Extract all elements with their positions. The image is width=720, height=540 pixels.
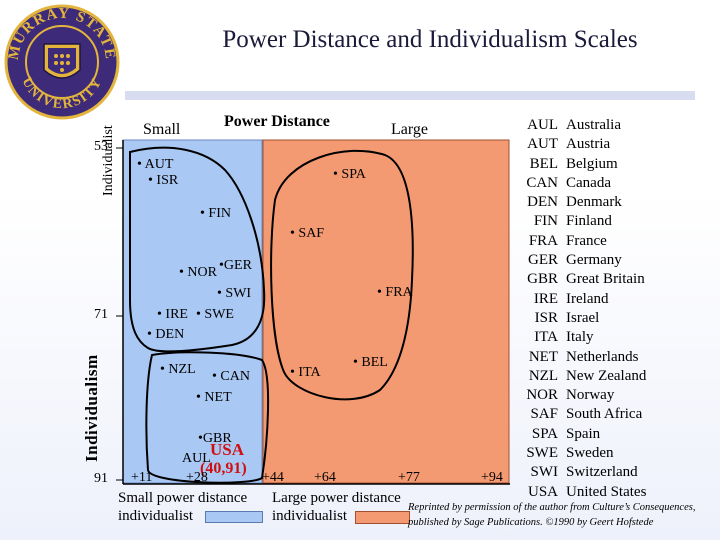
x-tick-label-44: +44 [262, 470, 284, 485]
y-tick-label-91: 91 [94, 471, 108, 486]
country-name-column: Australia Austria Belgium Canada Denmark Finl… [566, 116, 646, 502]
key-name-nzl: New Zealand [566, 367, 647, 384]
key-code-usa: USA [527, 483, 558, 500]
country-point-saf: • SAF [290, 226, 325, 241]
key-name-fra: France [566, 232, 607, 249]
small-power-distance-region [122, 139, 263, 484]
legend-large-power-distance: Large power distance individualist [272, 489, 401, 525]
key-code-saf: SAF [530, 406, 558, 423]
x-axis-title: Power Distance [224, 113, 330, 130]
country-point-aut: • AUT [137, 157, 174, 172]
country-point-ger: •GER [219, 258, 252, 273]
legend-small-line1: Small power distance [118, 490, 248, 506]
key-code-ger: GER [528, 252, 558, 269]
legend-small-power-distance: Small power distance individualist [118, 489, 247, 525]
y-tick-label-71: 71 [94, 307, 108, 322]
key-name-gbr: Great Britain [566, 271, 645, 288]
country-point-gbr: •GBR [198, 431, 232, 446]
key-name-nor: Norway [566, 387, 615, 404]
country-point-swe: • SWE [196, 307, 234, 322]
key-name-saf: South Africa [566, 406, 643, 423]
key-code-nor: NOR [526, 387, 558, 404]
country-point-aul: AUL [182, 451, 211, 466]
key-name-den: Denmark [566, 194, 622, 211]
country-point-ita: • ITA [290, 365, 321, 380]
key-code-ita: ITA [534, 329, 558, 346]
country-point-spa: • SPA [333, 167, 366, 182]
key-code-gbr: GBR [527, 271, 558, 288]
y-axis-individualist-label: Individualist [101, 125, 116, 196]
key-code-spa: SPA [531, 425, 558, 442]
x-tick-label-64: +64 [314, 470, 336, 485]
country-point-nzl: • NZL [160, 362, 196, 377]
key-name-isr: Israel [566, 309, 600, 326]
key-code-swi: SWI [530, 464, 559, 481]
usa-coordinate-label: (40,91) [200, 460, 247, 477]
country-point-den: • DEN [147, 327, 185, 342]
key-name-bel: Belgium [566, 155, 618, 172]
header-divider-bar [125, 91, 695, 100]
murray-state-seal-logo: MURRAY STATE UNIVERSITY [4, 4, 120, 120]
country-point-can: • CAN [212, 369, 250, 384]
country-code-column: AUL AUT BEL CAN DEN FIN FRA GER GBR IRE ISR ITA NET N… [518, 116, 558, 502]
small-pd-low-cluster-outline [145, 351, 270, 484]
key-code-den: DEN [527, 194, 558, 211]
country-point-net: • NET [196, 390, 232, 405]
key-code-isr: ISR [534, 309, 558, 326]
key-name-aut: Austria [566, 136, 611, 153]
key-code-fin: FIN [533, 213, 558, 230]
legend-large-swatch [355, 511, 410, 524]
key-name-usa: United States [566, 483, 647, 500]
key-code-aul: AUL [527, 117, 558, 133]
country-point-swi: • SWI [217, 286, 252, 301]
key-code-fra: FRA [528, 232, 558, 249]
key-name-swe: Sweden [566, 445, 614, 462]
key-name-ire: Ireland [566, 290, 609, 307]
x-tick-label-77: +77 [398, 470, 420, 485]
key-code-bel: BEL [529, 155, 558, 172]
key-name-fin: Finland [566, 213, 612, 230]
x-tick-label-28: +28 [186, 470, 208, 485]
page-title: Power Distance and Individualism Scales [222, 26, 638, 53]
legend-small-swatch [205, 511, 263, 523]
country-point-isr: • ISR [148, 173, 179, 188]
x-axis-small-label: Small [143, 121, 181, 138]
x-tick-label-94: +94 [481, 470, 503, 485]
x-tick-label-11: +11 [131, 470, 153, 485]
y-tick-label-53: 53 [94, 139, 108, 154]
large-power-distance-region [262, 139, 510, 484]
country-point-ire: • IRE [157, 307, 188, 322]
key-name-spa: Spain [566, 425, 601, 442]
reprint-credit: Reprinted by permission of the author fr… [408, 500, 695, 530]
y-tick-marks [116, 147, 123, 481]
legend-large-line1: Large power distance [272, 490, 401, 506]
key-code-ire: IRE [533, 290, 558, 307]
key-code-net: NET [528, 348, 558, 365]
country-point-nor: • NOR [179, 265, 217, 280]
country-point-usa: USA [210, 440, 245, 459]
key-name-net: Netherlands [566, 348, 639, 365]
key-name-ger: Germany [566, 252, 622, 269]
country-point-fin: • FIN [200, 206, 231, 221]
reprint-line2: published by Sage Publications. ©1990 by… [408, 517, 654, 528]
key-name-can: Canada [566, 174, 611, 191]
y-axis-title: Individualism [82, 354, 101, 462]
key-code-aut: AUT [527, 136, 558, 153]
key-name-aul: Australia [566, 117, 621, 133]
country-point-bel: • BEL [353, 355, 388, 370]
small-pd-individualist-cluster-outline [129, 146, 266, 353]
large-pd-cluster-outline [270, 149, 414, 401]
country-point-fra: • FRA [377, 285, 413, 300]
key-code-nzl: NZL [528, 367, 558, 384]
x-axis-large-label: Large [391, 121, 429, 138]
key-name-swi: Switzerland [566, 464, 638, 481]
legend-large-line2: individualist [272, 508, 347, 524]
legend-small-line2: individualist [118, 508, 193, 524]
key-name-ita: Italy [566, 329, 594, 346]
key-code-swe: SWE [526, 445, 558, 462]
reprint-line1: Reprinted by permission of the author fr… [408, 502, 696, 513]
key-code-can: CAN [526, 174, 558, 191]
